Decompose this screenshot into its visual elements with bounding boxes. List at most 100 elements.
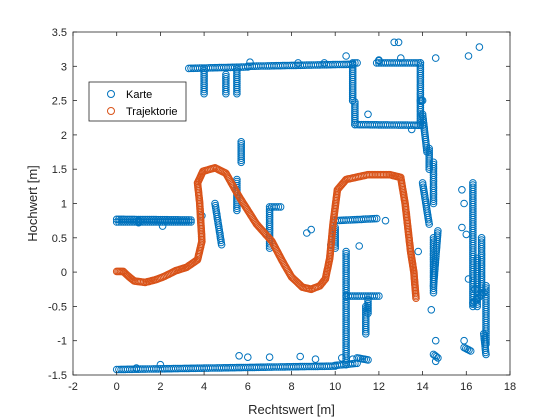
karte-point	[348, 59, 357, 67]
karte-point	[351, 118, 359, 127]
karte-point	[307, 225, 316, 234]
karte-point	[364, 356, 372, 364]
karte-point	[370, 214, 379, 223]
karte-point	[353, 59, 361, 67]
x-tick-label: 14	[416, 381, 428, 393]
karte-point	[425, 220, 434, 228]
karte-point	[364, 299, 372, 308]
karte-point	[217, 240, 226, 249]
karte-point	[364, 110, 372, 119]
karte-point	[364, 305, 372, 314]
karte-point	[429, 195, 438, 203]
karte-point	[353, 359, 361, 368]
karte-point	[429, 282, 438, 290]
karte-point	[362, 325, 370, 334]
legend-label-karte: Karte	[126, 89, 152, 101]
karte-point	[460, 336, 468, 345]
karte-point	[460, 199, 468, 208]
karte-point	[222, 87, 230, 96]
karte-point	[370, 292, 379, 300]
karte-point	[464, 52, 473, 60]
karte-point	[458, 223, 466, 232]
karte-point	[185, 216, 193, 224]
karte-point	[431, 336, 440, 345]
karte-point	[311, 355, 320, 364]
karte-point	[412, 59, 420, 67]
karte-point	[233, 204, 241, 213]
karte-point	[372, 214, 381, 223]
karte-point	[462, 230, 471, 239]
y-axis-ticks: -1.5 -1 -0.5 0 0.5 1 1.5 2 2.5 3 3.5	[48, 27, 510, 382]
legend: Karte Trajektorie	[88, 81, 187, 122]
x-tick-label: 8	[288, 381, 294, 393]
x-tick-label: 10	[329, 381, 341, 393]
karte-point	[469, 302, 477, 311]
karte-point	[364, 309, 372, 318]
x-axis-label: Rechtswert [m]	[248, 402, 335, 417]
karte-point	[237, 154, 245, 162]
karte-point	[222, 89, 230, 98]
x-axis-ticks: -2 0 2 4 6 8 10 12 14 16 18	[68, 32, 516, 393]
karte-point	[351, 116, 359, 125]
karte-point	[233, 87, 241, 96]
karte-point	[222, 85, 230, 94]
karte-point	[246, 58, 254, 67]
karte-point	[185, 218, 193, 226]
karte-point	[296, 352, 305, 361]
legend-marker-karte	[107, 90, 115, 98]
karte-point	[431, 54, 440, 62]
y-tick-label: 3.5	[52, 27, 67, 39]
karte-point	[187, 216, 195, 224]
karte-point	[364, 297, 372, 306]
y-tick-label: -1.5	[48, 370, 67, 382]
y-axis-label: Hochwert [m]	[25, 165, 40, 242]
y-tick-label: 2.5	[52, 96, 67, 108]
y-tick-label: 0	[61, 267, 67, 279]
karte-point	[156, 360, 165, 369]
karte-point	[233, 202, 241, 210]
x-tick-label: 16	[460, 381, 472, 393]
y-tick-label: 3	[61, 61, 67, 73]
karte-point	[276, 203, 285, 211]
karte-point	[482, 350, 490, 359]
karte-point	[132, 364, 141, 372]
karte-point	[431, 357, 440, 366]
karte-point	[372, 292, 381, 300]
x-tick-label: 18	[504, 381, 516, 393]
karte-point	[418, 96, 427, 105]
karte-point	[427, 306, 436, 314]
karte-point	[364, 307, 372, 316]
karte-point	[375, 292, 383, 300]
legend-box	[88, 81, 187, 122]
x-tick-label: 2	[157, 381, 163, 393]
karte-point	[351, 59, 359, 67]
karte-point	[237, 158, 245, 167]
karte-point	[338, 354, 346, 362]
karte-point	[465, 346, 473, 354]
karte-point	[364, 301, 372, 310]
karte-point	[348, 96, 357, 105]
karte-point	[458, 186, 466, 194]
x-tick-label: -2	[68, 381, 78, 393]
karte-point	[237, 156, 245, 165]
karte-point	[397, 54, 405, 62]
karte-point	[233, 89, 241, 98]
legend-label-trajektorie: Trajektorie	[126, 106, 178, 118]
karte-point	[182, 218, 191, 226]
karte-point	[355, 242, 364, 250]
karte-point	[294, 59, 302, 67]
karte-point	[200, 85, 208, 94]
trajektorie-point	[412, 294, 420, 303]
y-tick-label: -1	[57, 336, 67, 348]
karte-point	[414, 59, 423, 67]
karte-point	[432, 352, 441, 361]
karte-point	[237, 138, 245, 146]
y-tick-label: 1	[61, 199, 67, 211]
karte-point	[182, 216, 191, 224]
x-tick-label: 4	[201, 381, 207, 393]
karte-point	[348, 355, 357, 364]
karte-point	[235, 352, 243, 360]
karte-series	[112, 38, 490, 374]
karte-point	[364, 295, 372, 304]
